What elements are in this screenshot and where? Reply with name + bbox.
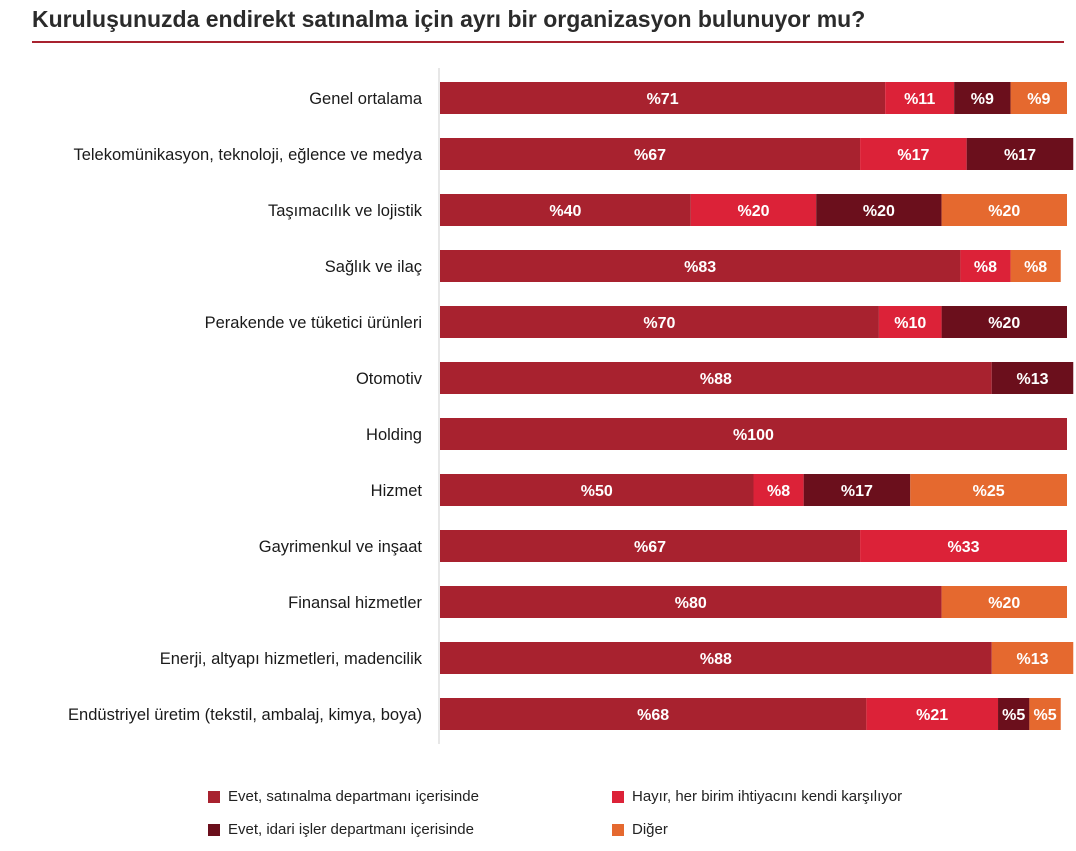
- data-label: %20: [988, 203, 1020, 220]
- data-label: %83: [684, 259, 716, 276]
- data-label: %33: [948, 539, 980, 556]
- legend-swatch-hayir: [612, 790, 624, 803]
- data-label: %20: [988, 315, 1020, 332]
- bar-segment-evet_satinalma: [440, 586, 942, 618]
- data-label: %40: [549, 203, 581, 220]
- category-label: Finansal hizmetler: [288, 594, 422, 612]
- data-label: %8: [974, 259, 997, 276]
- bar-segment-evet_idari: [803, 474, 911, 506]
- data-label: %8: [767, 483, 790, 500]
- category-label: Perakende ve tüketici ürünleri: [205, 314, 422, 332]
- data-label: %9: [1027, 91, 1050, 108]
- bar-segment-diger: [991, 642, 1074, 674]
- data-label: %25: [973, 483, 1005, 500]
- bar-segment-evet_satinalma: [440, 362, 992, 394]
- bar-segment-diger: [910, 474, 1067, 506]
- bar-segment-evet_satinalma: [440, 194, 691, 226]
- data-label: %20: [988, 595, 1020, 612]
- data-label: %88: [700, 651, 732, 668]
- bar-segment-evet_satinalma: [440, 306, 879, 338]
- bar-segment-evet_satinalma: [440, 698, 867, 730]
- data-label: %10: [894, 315, 926, 332]
- bar-segment-hayir: [885, 82, 955, 114]
- bar-segment-hayir: [860, 138, 967, 170]
- bar-segment-hayir: [960, 250, 1011, 282]
- legend-label-evet-satinalma: Evet, satınalma departmanı içerisinde: [228, 788, 479, 805]
- bar-segment-diger: [1029, 698, 1061, 730]
- data-label: %13: [1017, 651, 1049, 668]
- data-label: %11: [904, 91, 935, 108]
- data-label: %70: [643, 315, 675, 332]
- data-label: %50: [581, 483, 613, 500]
- bar-segment-evet_satinalma: [440, 642, 992, 674]
- data-label: %71: [647, 91, 679, 108]
- bar-segment-hayir: [690, 194, 817, 226]
- legend-swatch-evet-satinalma: [208, 790, 220, 803]
- bar-segment-evet_idari: [998, 698, 1030, 730]
- chart-title: Kuruluşunuzda endirekt satınalma için ay…: [32, 6, 866, 32]
- bar-segment-evet_idari: [816, 194, 942, 226]
- legend-item-evet-satinalma: Evet, satınalma departmanı içerisinde: [208, 788, 479, 805]
- bar-segment-diger: [941, 194, 1067, 226]
- bar-segment-evet_satinalma: [440, 530, 861, 562]
- data-label: %5: [1033, 707, 1056, 724]
- category-label: Telekomünikasyon, teknoloji, eğlence ve …: [73, 146, 422, 164]
- legend-swatch-diger: [612, 823, 624, 836]
- category-label: Hizmet: [371, 482, 423, 500]
- legend-swatch-evet-idari: [208, 823, 220, 836]
- title-underline: [32, 41, 1064, 43]
- legend-label-diger: Diğer: [632, 821, 668, 838]
- bar-segment-diger: [1010, 250, 1061, 282]
- bar-segment-evet_satinalma: [440, 138, 861, 170]
- bar-segment-evet_satinalma: [440, 82, 886, 114]
- bar-segment-evet_idari: [991, 362, 1074, 394]
- category-label: Genel ortalama: [309, 90, 423, 108]
- data-label: %67: [634, 147, 666, 164]
- category-label: Endüstriyel üretim (tekstil, ambalaj, ki…: [68, 706, 422, 724]
- bar-segment-diger: [941, 586, 1067, 618]
- data-label: %67: [634, 539, 666, 556]
- bar-segment-hayir: [878, 306, 942, 338]
- bar-segment-diger: [1010, 82, 1067, 114]
- data-label: %5: [1002, 707, 1025, 724]
- legend-label-hayir: Hayır, her birim ihtiyacını kendi karşıl…: [632, 788, 903, 805]
- bar-segment-evet_satinalma: [440, 250, 961, 282]
- bar-segment-evet_satinalma: [440, 474, 754, 506]
- data-label: %17: [897, 147, 929, 164]
- legend-item-hayir: Hayır, her birim ihtiyacını kendi karşıl…: [612, 788, 902, 805]
- category-label: Taşımacılık ve lojistik: [268, 202, 423, 220]
- data-label: %80: [675, 595, 707, 612]
- bar-segment-evet_idari: [941, 306, 1067, 338]
- data-label: %17: [841, 483, 873, 500]
- data-label: %8: [1024, 259, 1047, 276]
- data-label: %88: [700, 371, 732, 388]
- bar-segment-evet_idari: [954, 82, 1011, 114]
- bar-segment-hayir: [860, 530, 1067, 562]
- data-label: %9: [971, 91, 994, 108]
- data-label: %17: [1004, 147, 1036, 164]
- bar-segment-evet_satinalma: [440, 418, 1067, 450]
- data-label: %68: [637, 707, 669, 724]
- bar-segment-evet_idari: [966, 138, 1074, 170]
- category-label: Holding: [366, 426, 422, 444]
- data-label: %20: [863, 203, 895, 220]
- legend-item-evet-idari: Evet, idari işler departmanı içerisinde: [208, 821, 474, 838]
- category-label: Otomotiv: [356, 370, 423, 388]
- stacked-bar-chart: Genel ortalama %71 %11 %9 %9 Telekomünikasyon…: [68, 68, 1074, 744]
- legend-item-diger: Diğer: [612, 821, 668, 838]
- data-label: %100: [733, 427, 774, 444]
- category-label: Sağlık ve ilaç: [325, 258, 422, 276]
- data-label: %20: [737, 203, 769, 220]
- data-label: %21: [916, 707, 948, 724]
- bar-segment-hayir: [866, 698, 999, 730]
- category-label: Gayrimenkul ve inşaat: [259, 538, 423, 556]
- category-label: Enerji, altyapı hizmetleri, madencilik: [160, 650, 423, 668]
- data-label: %13: [1017, 371, 1049, 388]
- bar-segment-hayir: [753, 474, 804, 506]
- legend-label-evet-idari: Evet, idari işler departmanı içerisinde: [228, 821, 474, 838]
